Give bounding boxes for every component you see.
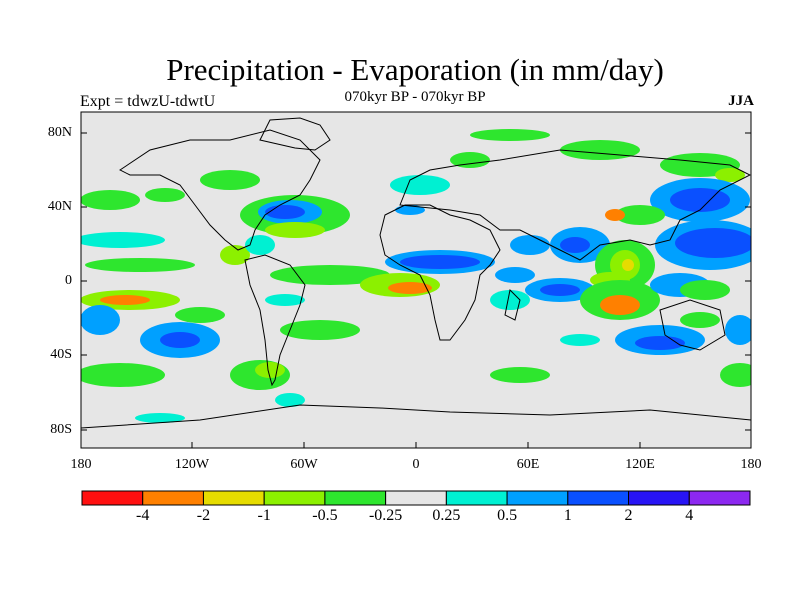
page-title: Precipitation - Evaporation (in mm/day) [166, 52, 664, 87]
lat-tick-label: 80N [47, 125, 72, 140]
colorbar-swatch [142, 490, 204, 506]
colorbar-swatch [324, 490, 387, 506]
colorbar [81, 490, 751, 506]
colorbar-label: -2 [196, 507, 211, 524]
lon-tick-label: 60E [516, 457, 540, 472]
colorbar-swatch [688, 490, 751, 506]
lat-tick-label: 0 [65, 273, 72, 288]
experiment-label: Expt = tdwzU-tdwtU [80, 93, 216, 110]
lon-tick-label: 60W [290, 457, 318, 472]
colorbar-swatch [81, 490, 144, 506]
colorbar-label: -0.5 [312, 507, 338, 524]
colorbar-label: 0.25 [432, 507, 461, 524]
colorbar-swatch [445, 490, 508, 506]
colorbar-label: 4 [685, 507, 694, 524]
colorbar-label: 1 [563, 507, 572, 524]
lon-tick-label: 180 [70, 457, 92, 472]
lon-tick-label: 0 [412, 457, 420, 472]
colorbar-swatch [628, 490, 690, 506]
colorbar-label: -4 [136, 507, 150, 524]
colorbar-label: -1 [257, 507, 271, 524]
anomaly-field [81, 129, 751, 423]
lat-tick-label: 80S [50, 422, 72, 437]
lat-tick-label: 40N [47, 199, 72, 214]
colorbar-swatch [506, 490, 569, 506]
colorbar-swatch [567, 490, 630, 506]
colorbar-label: 0.5 [497, 507, 518, 524]
colorbar-swatch [202, 490, 265, 506]
season-label: JJA [728, 93, 754, 109]
lon-tick-label: 120E [625, 457, 655, 472]
lon-tick-label: 180 [740, 457, 762, 472]
subtitle: 070kyr BP - 070kyr BP [344, 89, 486, 105]
colorbar-swatch [263, 490, 326, 506]
colorbar-label: 2 [624, 507, 633, 524]
axis-ticks [81, 132, 751, 448]
lat-tick-label: 40S [50, 347, 72, 362]
colorbar-label: -0.25 [368, 507, 403, 524]
coastlines [81, 117, 751, 429]
colorbar-swatch [385, 490, 447, 506]
lon-tick-label: 120W [174, 457, 210, 472]
